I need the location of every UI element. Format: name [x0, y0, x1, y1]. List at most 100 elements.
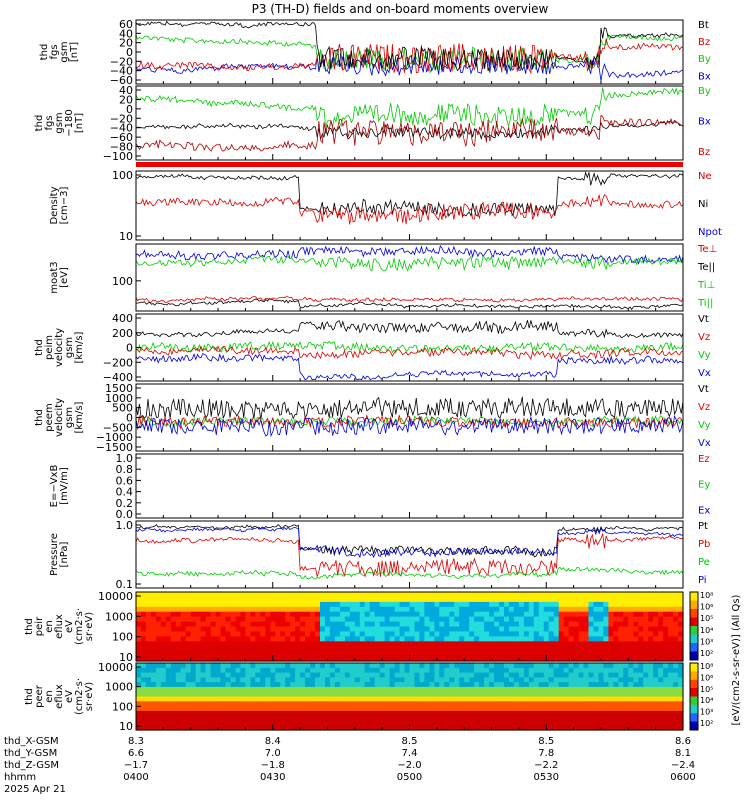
spectrogram-cell [523, 636, 530, 642]
spectrogram-cell [613, 667, 619, 674]
spectrogram-cell [439, 646, 445, 652]
spectrogram-cell [180, 592, 187, 598]
spectrogram-cell [499, 646, 505, 652]
spectrogram-cell [653, 691, 659, 698]
spectrogram-cell [145, 656, 152, 662]
spectrogram-cell [195, 696, 202, 702]
spectrogram-cell [205, 677, 212, 683]
colorbar-tick-label: 10³ [700, 708, 713, 717]
spectrogram-cell [160, 621, 167, 628]
spectrogram-cell [155, 592, 162, 598]
spectrogram-cell [210, 677, 217, 683]
spectrogram-cell [424, 636, 430, 642]
spectrogram-cell [404, 667, 411, 674]
spectrogram-cell [419, 672, 425, 678]
spectrogram-cell [235, 616, 242, 623]
spectrogram-cell [479, 606, 485, 613]
spectrogram-cell [141, 636, 147, 642]
spectrogram-cell [538, 710, 545, 717]
spectrogram-cell [608, 691, 614, 698]
spectrogram-cell [603, 616, 609, 623]
spectrogram-cell [454, 641, 460, 647]
spectrogram-cell [210, 592, 217, 598]
y-tick-label: 0.1 [116, 578, 134, 591]
spectrogram-cell [270, 611, 276, 618]
spectrogram-cell [334, 720, 341, 726]
spectrogram-cell [648, 677, 654, 683]
spectrogram-cell [444, 706, 450, 712]
spectrogram-cell [260, 656, 266, 662]
spectrogram-cell [195, 663, 202, 669]
spectrogram-cell [449, 626, 455, 632]
spectrogram-cell [155, 631, 162, 637]
spectrogram-cell [548, 611, 555, 618]
spectrogram-cell [200, 725, 207, 731]
colorbar-segment [690, 721, 698, 731]
spectrogram-cell [344, 691, 351, 698]
spectrogram-cell [150, 656, 157, 662]
spectrogram-cell [384, 636, 391, 642]
spectrogram-cell [513, 646, 520, 652]
spectrogram-cell [260, 611, 266, 618]
spectrogram-cell [613, 641, 619, 647]
spectrogram-cell [548, 706, 555, 712]
spectrogram-cell [255, 686, 261, 693]
spectrogram-cell [583, 663, 590, 669]
x-axis-value: −2.0 [397, 760, 421, 771]
y-tick-label: −60 [110, 74, 133, 87]
spectrogram-cell [155, 656, 162, 662]
spectrogram-cell [320, 656, 326, 662]
spectrogram-cell [454, 616, 460, 623]
spectrogram-cell [504, 667, 510, 674]
spectrogram-cell [509, 696, 515, 702]
spectrogram-cell [160, 646, 167, 652]
spectrogram-cell [513, 701, 520, 707]
spectrogram-cell [429, 710, 435, 717]
spectrogram-cell [504, 706, 510, 712]
spectrogram-cell [459, 696, 465, 702]
spectrogram-cell [668, 596, 674, 603]
spectrogram-cell [220, 715, 227, 721]
spectrogram-cell [504, 596, 510, 603]
spectrogram-cell [479, 710, 485, 717]
spectrogram-cell [389, 592, 396, 598]
spectrogram-cell [479, 701, 485, 707]
spectrogram-cell [573, 667, 580, 674]
spectrogram-cell [295, 616, 301, 623]
spectrogram-cell [608, 686, 614, 693]
spectrogram-cell [325, 686, 331, 693]
spectrogram-cell [578, 682, 585, 688]
colorbar-frame [689, 662, 699, 731]
spectrogram-cell [523, 682, 530, 688]
spectrogram-cell [374, 696, 381, 702]
legend-label: Ey [698, 480, 710, 491]
spectrogram-cell [528, 720, 535, 726]
spectrogram-cell [558, 701, 565, 707]
spectrogram-cell [513, 641, 520, 647]
y-tick-label: 500 [112, 402, 133, 415]
spectrogram-cell [349, 691, 356, 698]
spectrogram-cell [628, 601, 634, 608]
spectrogram-cell [528, 646, 535, 652]
spectrogram-cell [141, 606, 147, 613]
spectrogram-cell [653, 686, 659, 693]
spectrogram-cell [509, 631, 515, 637]
spectrogram-cell [136, 672, 142, 678]
spectrogram-cell [439, 696, 445, 702]
spectrogram-cell [399, 626, 406, 632]
spectrogram-cell [215, 641, 222, 647]
spectrogram-cell [195, 701, 202, 707]
spectrogram-cell [583, 720, 590, 726]
spectrogram-cell [344, 636, 351, 642]
spectrogram-cell [290, 686, 296, 693]
legend-label: Vy [698, 420, 711, 431]
spectrogram-cell [424, 601, 430, 608]
spectrogram-cell [165, 686, 172, 693]
spectrogram-cell [484, 701, 490, 707]
spectrogram-cell [648, 626, 654, 632]
spectrogram-cell [155, 626, 162, 632]
spectrogram-cell [628, 725, 634, 731]
spectrogram-cell [245, 611, 251, 618]
spectrogram-cell [444, 626, 450, 632]
spectrogram-cell [613, 715, 619, 721]
